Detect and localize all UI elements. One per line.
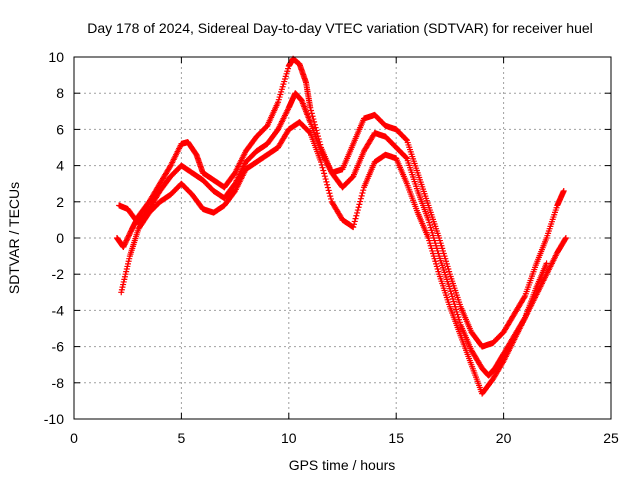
data-point-interp <box>320 167 327 174</box>
x-tick-label: 15 <box>388 430 404 446</box>
x-tick-label: 25 <box>603 430 619 446</box>
data-point-interp <box>308 110 315 117</box>
y-tick-label: 10 <box>48 49 64 65</box>
data-point-interp <box>326 190 333 197</box>
x-axis-label: GPS time / hours <box>289 457 396 473</box>
data-point <box>318 158 325 165</box>
y-tick-label: -10 <box>44 411 64 427</box>
data-point-interp <box>351 221 358 228</box>
data-point-interp <box>359 190 366 197</box>
data-point-interp <box>327 195 334 202</box>
y-tick-label: 4 <box>56 158 64 174</box>
data-point <box>307 104 314 111</box>
data-point-interp <box>521 294 528 301</box>
data-point-interp <box>318 161 325 168</box>
y-tick-label: -8 <box>52 375 65 391</box>
x-tick-label: 20 <box>496 430 512 446</box>
data-point <box>560 187 567 194</box>
x-tick-label: 0 <box>70 430 78 446</box>
data-point <box>543 260 550 267</box>
data-point-interp <box>352 215 359 222</box>
data-point-interp <box>357 198 364 205</box>
data-point <box>562 235 569 241</box>
grid-lines <box>74 57 611 419</box>
x-tick-label: 10 <box>281 430 297 446</box>
data-point-interp <box>360 187 367 194</box>
data-point-interp <box>321 173 328 180</box>
data-point-interp <box>354 207 361 214</box>
data-point-interp <box>324 181 331 188</box>
data-point-interp <box>327 193 334 200</box>
chart-title: Day 178 of 2024, Sidereal Day-to-day VTE… <box>87 20 593 36</box>
series-track-2 <box>116 90 569 379</box>
data-point-interp <box>353 212 360 219</box>
data-point-interp <box>562 236 569 243</box>
series-track-1 <box>113 55 567 350</box>
x-tick-label: 5 <box>178 430 186 446</box>
data-point-interp <box>351 218 358 225</box>
y-tick-label: 8 <box>56 85 64 101</box>
data-point <box>350 224 357 231</box>
data-point-interp <box>324 184 331 191</box>
y-tick-label: -4 <box>52 302 65 318</box>
y-tick-label: -2 <box>52 266 65 282</box>
data-point-interp <box>319 164 326 171</box>
series-track-3 <box>118 119 550 397</box>
y-tick-label: 2 <box>56 194 64 210</box>
data-point-interp <box>323 178 330 185</box>
y-tick-label: 6 <box>56 121 64 137</box>
y-tick-label: -6 <box>52 339 65 355</box>
data-point-interp <box>321 170 328 177</box>
data-point-interp <box>308 107 315 114</box>
x-axis: 0 5 10 15 20 25 <box>70 57 619 446</box>
data-point-interp <box>358 192 365 199</box>
data-marks <box>113 55 569 397</box>
data-point-interp <box>354 209 361 216</box>
data-point-interp <box>325 187 332 194</box>
y-tick-label: 0 <box>56 230 64 246</box>
data-point-interp <box>355 204 362 211</box>
data-point-interp <box>403 136 410 143</box>
data-point-interp <box>356 201 363 208</box>
y-axis: -10 -8 -6 -4 -2 0 2 4 6 8 10 <box>44 49 611 427</box>
data-point-interp <box>322 176 329 183</box>
data-point-interp <box>403 154 410 161</box>
data-point-interp <box>357 195 364 202</box>
y-axis-label: SDTVAR / TECUs <box>6 182 22 294</box>
